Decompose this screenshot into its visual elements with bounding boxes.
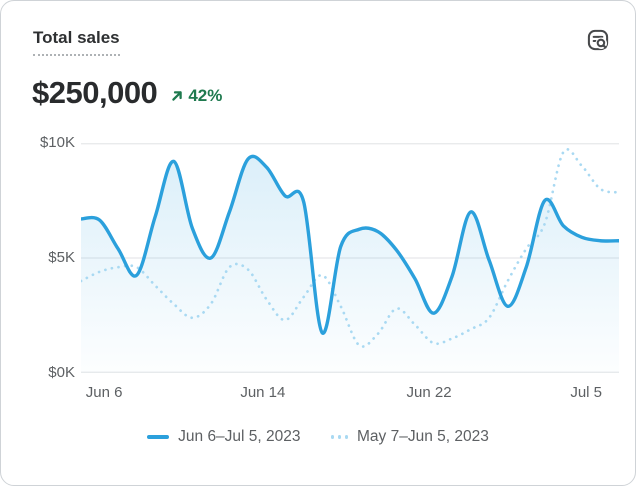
chart-plot[interactable] (79, 143, 621, 373)
report-magnifier-icon (585, 27, 611, 53)
trend-up-arrow-icon (170, 89, 188, 103)
dotted-line-swatch (330, 435, 349, 439)
y-tick-label: $0K (48, 364, 75, 381)
card-header: Total sales (33, 27, 615, 57)
x-tick-label: Jun 22 (406, 384, 452, 401)
current-period-line (79, 154, 621, 335)
current-period-area (81, 156, 619, 373)
y-axis-labels: $0K $5K $10K (1, 1, 75, 485)
previous-period-line (79, 148, 621, 348)
x-tick-label: Jun 6 (85, 384, 123, 401)
metric-value: $250,000 (32, 75, 158, 110)
solid-line-swatch (147, 435, 170, 439)
card-title: Total sales (33, 27, 120, 56)
metric-change-badge: 42% (170, 86, 222, 106)
chart-legend: Jun 6–Jul 5, 2023 May 7–Jun 5, 2023 (1, 428, 635, 446)
y-tick-label: $5K (48, 249, 75, 266)
metric-change-value: 42% (188, 86, 223, 105)
x-tick-label: Jul 5 (570, 384, 603, 401)
legend-item-current: Jun 6–Jul 5, 2023 (147, 428, 301, 446)
legend-label-previous: May 7–Jun 5, 2023 (357, 428, 489, 445)
metric-row: $250,000 42% (32, 75, 222, 111)
y-tick-label: $10K (39, 134, 75, 151)
legend-item-previous: May 7–Jun 5, 2023 (330, 428, 489, 446)
x-tick-label: Jun 14 (240, 384, 286, 401)
legend-label-current: Jun 6–Jul 5, 2023 (178, 428, 301, 445)
chart-svg (79, 143, 621, 373)
explore-report-button[interactable] (581, 23, 615, 57)
x-axis-labels: Jun 6 Jun 14 Jun 22 Jul 5 (81, 383, 619, 403)
